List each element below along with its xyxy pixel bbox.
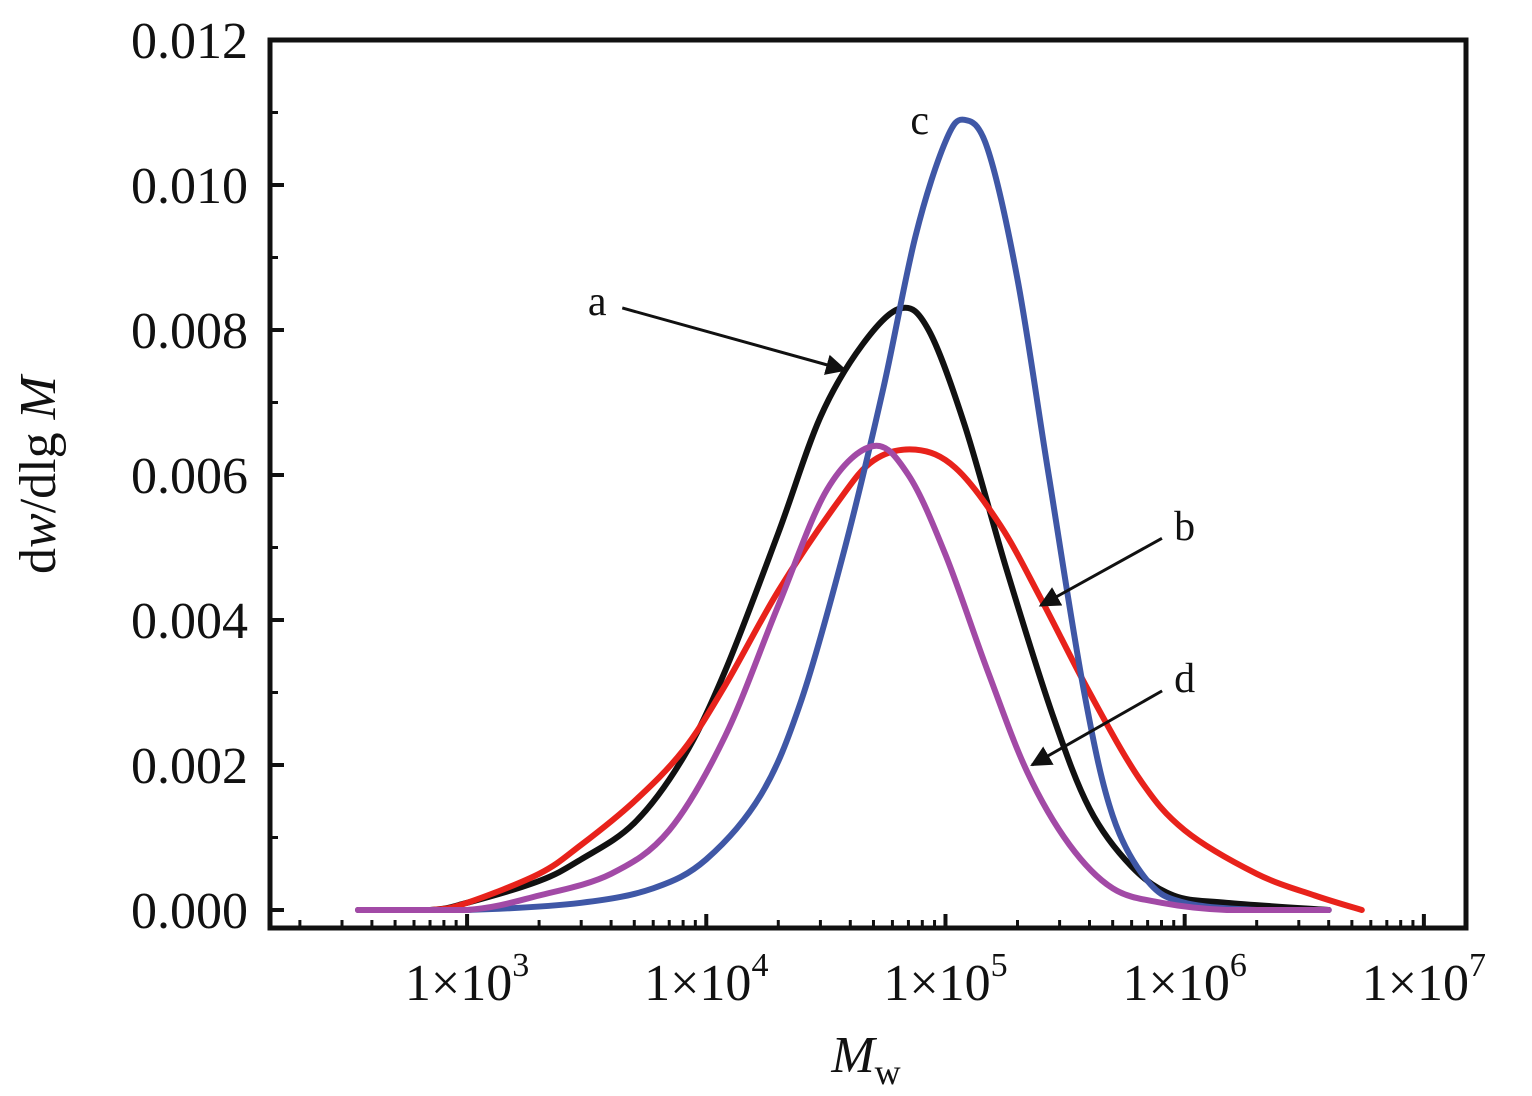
curves-group <box>355 116 1365 914</box>
y-axis-title: dw/dlg M <box>10 373 67 574</box>
y-tick-label: 0.010 <box>131 158 248 215</box>
x-tick-mantissa: 1×10 <box>405 955 512 1012</box>
x-axis-title-sub: w <box>875 1052 901 1092</box>
series-d-line <box>355 442 1332 914</box>
annotations-group: a b c d <box>588 98 1195 767</box>
x-tick-label: 1×103 <box>405 947 529 1012</box>
x-tick-exponent: 5 <box>991 947 1008 984</box>
curve-label-d: d <box>1174 656 1195 702</box>
x-tick-mantissa: 1×10 <box>644 955 751 1012</box>
y-tick-label: 0.002 <box>131 738 248 795</box>
annotation-arrow-a <box>621 306 847 375</box>
x-tick-label: 1×104 <box>644 947 768 1012</box>
x-tick-exponent: 4 <box>751 947 768 984</box>
y-axis: 0.000 0.002 0.004 0.006 0.008 0.010 0.012 <box>131 13 284 940</box>
x-axis: 1×103 1×104 1×105 1×106 1×107 <box>298 914 1486 1012</box>
x-axis-title-main: M <box>830 1027 877 1084</box>
x-tick-mantissa: 1×10 <box>1123 955 1230 1012</box>
x-tick-mantissa: 1×10 <box>883 955 990 1012</box>
x-tick-label: 1×106 <box>1123 947 1247 1012</box>
y-tick-label: 0.004 <box>131 593 248 650</box>
y-tick-label: 0.008 <box>131 303 248 360</box>
y-tick-label: 0.000 <box>131 883 248 940</box>
series-b-line <box>355 446 1365 914</box>
y-axis-title-w: w <box>10 513 67 548</box>
curve-label-a: a <box>588 279 607 325</box>
x-tick-mantissa: 1×10 <box>1362 955 1469 1012</box>
y-axis-title-mid: /dlg <box>10 419 67 513</box>
x-tick-label: 1×105 <box>883 947 1007 1012</box>
x-axis-title: Mw <box>830 1027 900 1092</box>
series-a-line <box>355 304 1332 914</box>
x-tick-exponent: 6 <box>1230 947 1247 984</box>
annotation-arrow-d <box>1030 689 1163 767</box>
annotation-arrow-b <box>1038 537 1163 607</box>
x-tick-exponent: 3 <box>512 947 529 984</box>
series-c-line <box>355 116 1332 914</box>
y-tick-label: 0.006 <box>131 448 248 505</box>
y-axis-title-M: M <box>10 373 67 420</box>
y-axis-title-prefix: d <box>10 548 67 574</box>
x-tick-exponent: 7 <box>1469 947 1486 984</box>
y-tick-label: 0.012 <box>131 13 248 70</box>
curve-label-c: c <box>910 98 929 144</box>
plot-frame <box>267 37 1469 931</box>
curve-label-b: b <box>1174 504 1195 550</box>
x-tick-label: 1×107 <box>1362 947 1486 1012</box>
